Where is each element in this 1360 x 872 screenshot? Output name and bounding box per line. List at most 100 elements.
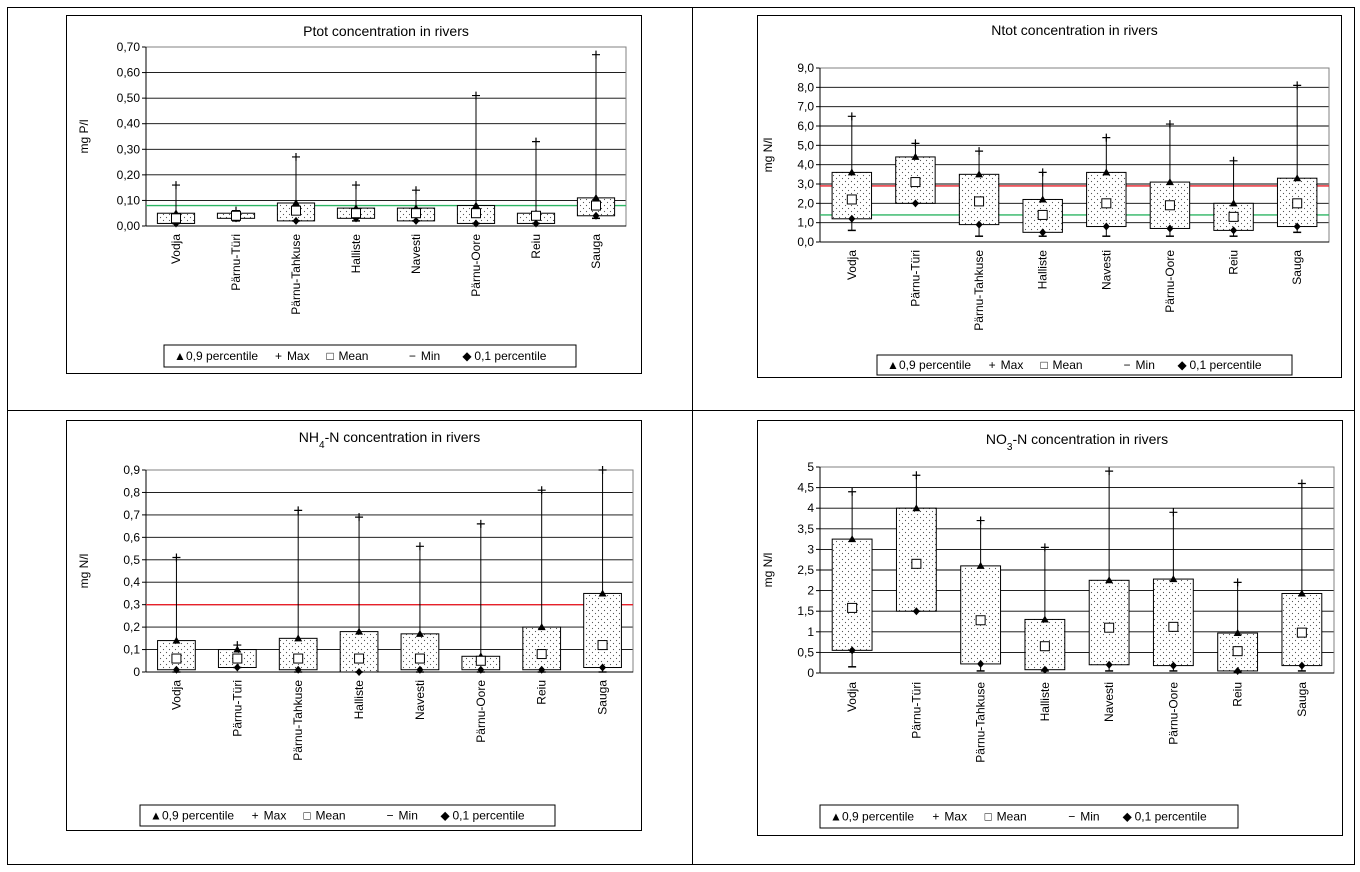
legend-symbol: ◆ xyxy=(1123,810,1133,824)
legend-box xyxy=(819,804,1239,829)
legend-label: Mean xyxy=(316,809,346,823)
chart-title-main: NH xyxy=(299,429,319,445)
legend-label: Min xyxy=(1080,810,1099,824)
y-tick-label: 4,5 xyxy=(797,481,814,495)
p10-marker xyxy=(294,665,302,674)
y-tick-label: 2 xyxy=(807,584,814,598)
p10-marker xyxy=(233,663,241,672)
category-label: Halliste xyxy=(349,234,363,274)
p10-marker xyxy=(292,216,300,225)
y-axis-label: mg N/l xyxy=(761,138,775,173)
p10-marker xyxy=(172,665,180,674)
max-marker xyxy=(1102,133,1111,142)
category-label: Reiu xyxy=(529,234,543,259)
p10-marker xyxy=(1169,661,1177,670)
max-marker xyxy=(472,91,480,100)
legend-symbol: ◆ xyxy=(462,349,472,363)
max-marker xyxy=(847,112,856,121)
legend-symbol: ◆ xyxy=(1178,358,1188,372)
y-tick-label: 0,8 xyxy=(123,485,140,499)
legend-symbol: □ xyxy=(326,349,333,363)
max-marker xyxy=(412,186,420,195)
legend-symbol: − xyxy=(1124,358,1131,372)
max-marker xyxy=(848,487,857,496)
p90-marker xyxy=(912,504,921,512)
category-label: Vodja xyxy=(169,234,183,264)
category-label: Navesti xyxy=(1102,682,1116,722)
legend-label: 0,9 percentile xyxy=(842,810,914,824)
p90-marker xyxy=(172,636,181,644)
p10-marker xyxy=(599,663,607,672)
max-marker xyxy=(294,506,303,515)
legend-label: Mean xyxy=(997,810,1027,824)
p90-marker xyxy=(1105,576,1114,584)
y-tick-label: 4,0 xyxy=(797,158,814,172)
y-tick-label: 0,2 xyxy=(123,620,140,634)
category-label: Pärnu-Tahkuse xyxy=(289,234,303,315)
y-tick-label: 0,6 xyxy=(123,530,140,544)
percentile-box xyxy=(583,592,622,669)
category-label: Halliste xyxy=(1038,682,1052,722)
legend-symbol: ▲ xyxy=(174,349,186,363)
mean-marker xyxy=(1164,200,1175,211)
p10-marker xyxy=(1166,224,1174,233)
y-tick-label: 0,5 xyxy=(123,553,140,567)
p90-marker xyxy=(415,629,424,637)
p90-marker xyxy=(1297,589,1306,597)
mean-marker xyxy=(414,653,425,664)
max-marker xyxy=(1165,120,1174,129)
chart-title: NH4-N concentration in rivers xyxy=(299,429,480,451)
p10-marker xyxy=(1041,665,1049,674)
legend-box xyxy=(163,344,577,368)
percentile-box xyxy=(339,631,379,673)
chart-area-border xyxy=(66,15,642,374)
no3-chart: NO3-N concentration in rivers00,511,522,… xyxy=(757,420,1343,836)
category-label: Halliste xyxy=(1036,250,1050,290)
max-marker xyxy=(537,486,546,495)
chart-title-main: Ntot concentration in rivers xyxy=(991,22,1158,38)
category-label: Navesti xyxy=(413,680,427,720)
mean-marker xyxy=(1168,621,1179,632)
y-axis-label: mg N/l xyxy=(77,554,91,589)
p10-marker xyxy=(1293,222,1301,231)
p10-marker xyxy=(848,214,856,223)
p10-marker xyxy=(1230,226,1238,235)
p10-marker xyxy=(977,659,985,668)
percentile-box xyxy=(1088,579,1130,666)
legend-symbol: + xyxy=(252,809,259,823)
chart-title: NO3-N concentration in rivers xyxy=(986,431,1168,453)
max-marker xyxy=(1105,467,1114,476)
p90-marker xyxy=(1293,174,1302,182)
mean-marker xyxy=(171,653,182,664)
mean-marker xyxy=(591,200,601,211)
legend-label: Min xyxy=(421,349,440,363)
mean-marker xyxy=(1037,209,1048,220)
p90-marker xyxy=(472,201,480,209)
y-tick-label: 0,10 xyxy=(117,193,141,207)
y-tick-label: 0,5 xyxy=(797,645,814,659)
y-tick-label: 0,9 xyxy=(123,463,140,477)
p10-marker xyxy=(538,665,546,674)
category-label: Pärnu-Oore xyxy=(1163,250,1177,313)
legend-label: 0,1 percentile xyxy=(453,809,525,823)
y-tick-label: 0 xyxy=(133,665,140,679)
y-axis-label: mg P/l xyxy=(77,119,91,153)
max-marker xyxy=(592,50,600,59)
y-tick-label: 1 xyxy=(807,625,814,639)
legend-symbol: □ xyxy=(304,809,311,823)
legend-label: Min xyxy=(1136,358,1155,372)
y-tick-label: 0,50 xyxy=(117,91,141,105)
legend-symbol: ▲ xyxy=(887,358,899,372)
legend-label: 0,9 percentile xyxy=(899,358,971,372)
legend-symbol: ◆ xyxy=(441,809,451,823)
y-tick-label: 8,0 xyxy=(797,80,814,94)
p10-marker xyxy=(472,219,480,228)
legend-label: Mean xyxy=(1053,358,1083,372)
y-tick-label: 0,40 xyxy=(117,117,141,131)
y-tick-label: 4 xyxy=(807,501,814,515)
mean-marker xyxy=(1039,641,1050,652)
p10-marker xyxy=(1105,660,1113,669)
mean-marker xyxy=(475,655,486,666)
nh4-chart-panel: NH4-N concentration in rivers 0 0,1 0,2 0,3 0… xyxy=(66,420,642,831)
legend-symbol: + xyxy=(275,349,282,363)
